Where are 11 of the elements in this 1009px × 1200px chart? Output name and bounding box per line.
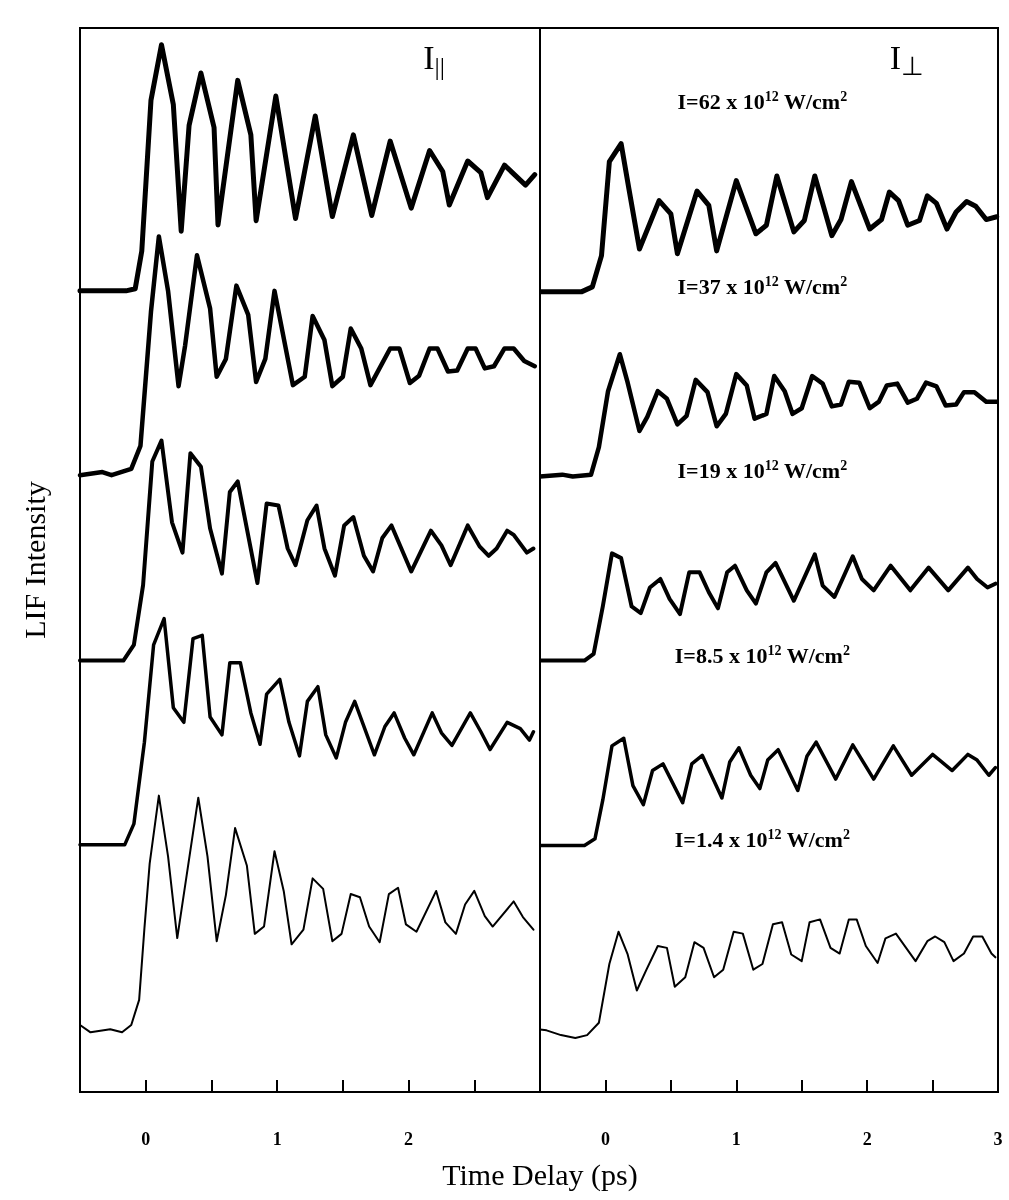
x-axis-title: Time Delay (ps): [441, 1158, 639, 1192]
x-tick-label: 1: [731, 1129, 741, 1149]
y-axis-title: LIF Intensity: [17, 481, 51, 639]
x-tick-label: 1: [272, 1129, 282, 1149]
x-tick-label: 2: [862, 1129, 872, 1149]
x-tick-label: 0: [141, 1129, 151, 1149]
x-tick-label: 0: [600, 1129, 610, 1149]
x-tick-label: 2: [404, 1129, 414, 1149]
chart-title: I||: [423, 38, 446, 81]
chart-title: I⊥: [889, 38, 924, 81]
x-tick-label: 3: [993, 1129, 1003, 1149]
